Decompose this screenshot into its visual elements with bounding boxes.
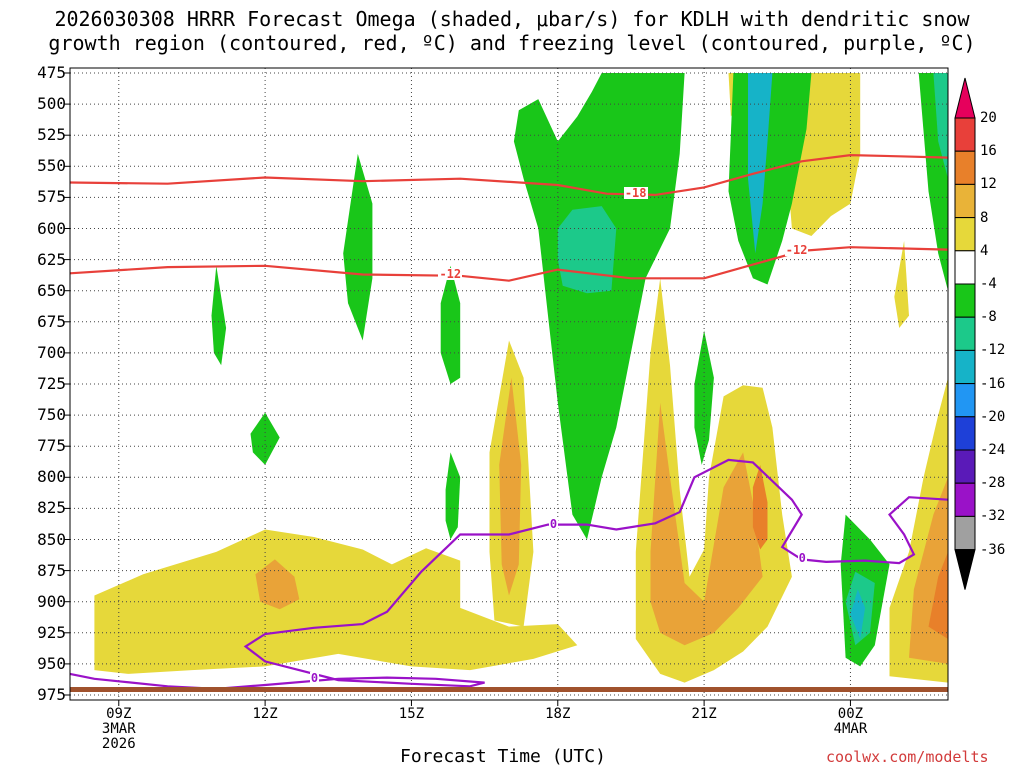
- colorbar: [954, 77, 976, 590]
- omega-region: [933, 73, 948, 179]
- x-tick-label: 15Z: [398, 706, 425, 722]
- colorbar-segment: [954, 383, 976, 418]
- omega-region: [557, 206, 617, 294]
- omega-region: [650, 402, 763, 646]
- colorbar-tick-label: -28: [980, 475, 1006, 492]
- y-tick-label: 575: [37, 187, 66, 207]
- omega-region: [94, 529, 578, 674]
- colorbar-tick-label: -20: [980, 408, 1006, 425]
- colorbar-tick-label: 16: [980, 143, 997, 160]
- omega-region: [499, 377, 522, 596]
- ground-surface-bar: [70, 687, 948, 692]
- contour-label: -18: [623, 185, 648, 200]
- colorbar-tick-label: -24: [980, 442, 1006, 458]
- y-tick-label: 800: [37, 467, 66, 487]
- y-tick-label: 900: [37, 591, 66, 611]
- y-tick-label: 475: [37, 63, 66, 82]
- contour-label: -12: [438, 266, 463, 281]
- y-tick-label: 875: [37, 560, 66, 580]
- colorbar-tick-label: -32: [980, 508, 1006, 525]
- y-tick-label: 850: [37, 529, 66, 549]
- colorbar-segment: [954, 449, 976, 484]
- y-tick-label: 700: [37, 342, 66, 362]
- colorbar-segment: [954, 217, 976, 252]
- colorbar-segment: [954, 515, 976, 551]
- omega-region: [211, 265, 227, 366]
- contour-line: [69, 458, 949, 690]
- y-tick-label: 825: [37, 498, 66, 518]
- y-tick-label: 675: [37, 311, 66, 331]
- omega-region: [694, 330, 714, 465]
- x-tick-label: 4MAR: [833, 721, 868, 737]
- colorbar-segment: [954, 150, 976, 185]
- x-tick-label: 3MAR: [101, 721, 136, 737]
- axis-ticks: [64, 72, 851, 706]
- colorbar-segment: [954, 183, 976, 219]
- x-tick-label: 12Z: [252, 706, 278, 722]
- colorbar-tick-label: -8: [980, 309, 997, 326]
- x-axis-title: Forecast Time (UTC): [400, 746, 606, 767]
- contour-label: -12: [784, 242, 809, 257]
- y-tick-label: 525: [37, 125, 66, 145]
- contour-label: 0: [309, 670, 320, 685]
- colorbar-top-arrow: [954, 77, 976, 119]
- x-tick-label: 21Z: [691, 706, 717, 722]
- colorbar-tick-label: -4: [980, 276, 997, 292]
- colorbar-tick-label: 8: [980, 209, 989, 226]
- omega-region: [748, 73, 773, 254]
- y-tick-label: 600: [37, 218, 66, 238]
- colorbar-tick-label: 4: [980, 242, 989, 259]
- colorbar-tick-label: -36: [980, 541, 1006, 558]
- omega-shading-layer: [94, 73, 948, 683]
- omega-region: [440, 265, 461, 384]
- chart-title-line-2: growth region (contoured, red, ºC) and f…: [48, 31, 976, 55]
- omega-region: [894, 240, 909, 328]
- y-tick-label: 725: [37, 374, 66, 393]
- colorbar-segment: [954, 250, 976, 285]
- colorbar-segment: [954, 482, 976, 517]
- omega-region: [343, 153, 373, 341]
- y-tick-label: 950: [37, 653, 66, 673]
- y-tick-label: 550: [37, 156, 66, 176]
- chart-title-line-1: 2026030308 HRRR Forecast Omega (shaded, …: [54, 7, 970, 31]
- y-tick-label: 500: [37, 94, 66, 114]
- y-tick-label: 925: [37, 622, 66, 642]
- y-tick-label: 650: [37, 280, 66, 300]
- colorbar-segment: [954, 349, 976, 385]
- colorbar-segment: [954, 117, 976, 152]
- omega-region: [850, 589, 866, 639]
- contour-line: [69, 246, 949, 282]
- omega-region: [752, 464, 768, 550]
- contour-label: 0: [548, 516, 559, 531]
- colorbar-tick-label: -16: [980, 375, 1006, 392]
- omega-region: [250, 412, 280, 465]
- y-tick-label: 750: [37, 405, 66, 425]
- omega-region: [255, 559, 300, 610]
- x-tick-label: 09Z: [106, 706, 132, 722]
- colorbar-tick-label: 20: [980, 110, 997, 126]
- omega-region: [445, 452, 461, 540]
- y-tick-label: 975: [37, 685, 66, 704]
- colorbar-bottom-arrow: [954, 549, 976, 590]
- colorbar-segment: [954, 416, 976, 451]
- contour-label: 0: [797, 551, 807, 566]
- credit-link[interactable]: coolwx.com/modelts: [826, 748, 989, 766]
- colorbar-tick-label: -12: [980, 342, 1006, 359]
- y-tick-label: 775: [37, 436, 66, 456]
- x-tick-label: 18Z: [545, 706, 571, 722]
- colorbar-tick-label: 12: [980, 176, 997, 193]
- x-tick-label: 00Z: [837, 706, 864, 722]
- colorbar-segment: [954, 316, 976, 351]
- colorbar-segment: [954, 283, 976, 318]
- y-tick-label: 625: [37, 249, 66, 269]
- x-tick-label: 2026: [101, 736, 136, 752]
- omega-region: [928, 551, 948, 639]
- grid-lines: [70, 68, 948, 700]
